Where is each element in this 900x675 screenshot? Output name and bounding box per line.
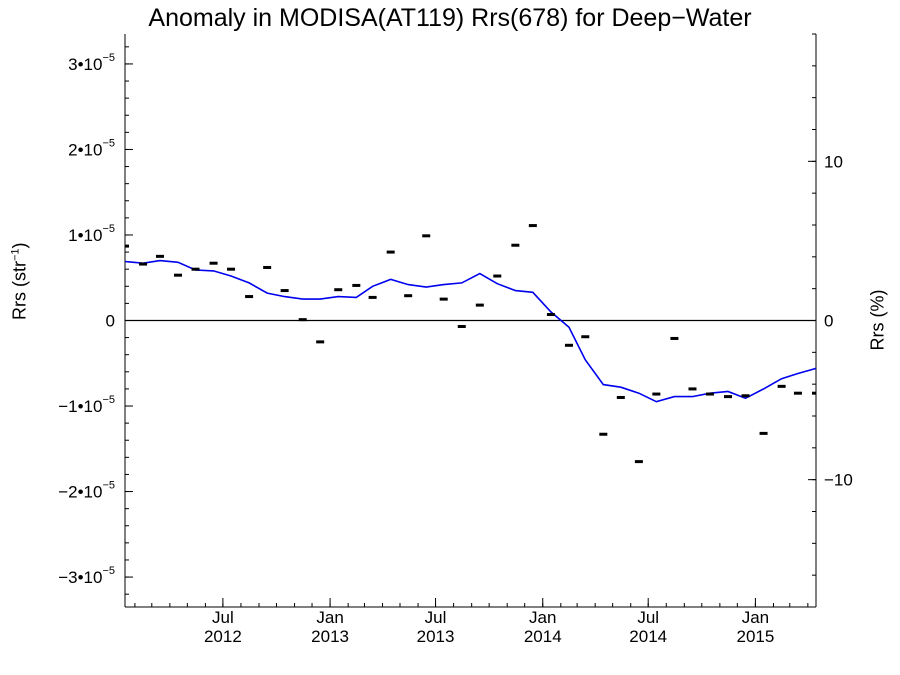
x-tick-year-label: 2013 (311, 627, 349, 646)
data-point (155, 254, 164, 258)
x-tick-year-label: 2014 (629, 627, 667, 646)
x-tick-year-label: 2014 (524, 627, 562, 646)
x-tick-month-label: Jul (425, 608, 447, 627)
y-axis-label-left: Rrs (str−1) (10, 242, 31, 320)
data-point (404, 294, 413, 298)
tick-labels: 3•10−5 2•10−5 1•10−5 0 −1•10−5 −2•10−5 −3•10−5… (58, 52, 853, 646)
data-point (777, 384, 786, 388)
data-point (475, 303, 484, 307)
data-point (191, 267, 200, 271)
data-point (334, 288, 343, 292)
series-line-layer (125, 259, 816, 403)
data-point (616, 395, 625, 399)
data-point (352, 283, 361, 287)
data-point (705, 392, 714, 396)
y-tick-label: −2•10−5 (58, 480, 115, 502)
data-point (298, 318, 307, 322)
y-tick-label: 1•10−5 (68, 223, 115, 245)
data-point (493, 274, 502, 278)
data-point (227, 267, 236, 271)
data-point (263, 265, 272, 269)
data-point (812, 391, 816, 395)
x-tick-year-label: 2013 (417, 627, 455, 646)
data-point (368, 295, 377, 299)
data-point (652, 392, 661, 396)
x-tick-year-label: 2012 (204, 627, 242, 646)
data-point (125, 244, 129, 248)
x-tick-month-label: Jul (637, 608, 659, 627)
data-point (139, 262, 148, 266)
y-tick-label: 0 (106, 312, 115, 331)
y-right-tick-label: −10 (824, 471, 853, 490)
data-point (670, 336, 679, 340)
y-tick-label: −1•10−5 (58, 394, 115, 416)
data-point (546, 313, 555, 317)
data-point (528, 224, 537, 228)
data-point (209, 261, 218, 265)
x-tick-month-label: Jul (212, 608, 234, 627)
data-point (511, 243, 520, 247)
data-point (634, 460, 643, 464)
y-tick-label: −3•10−5 (58, 565, 115, 587)
data-point (581, 335, 590, 339)
data-point (386, 250, 395, 254)
data-point (564, 343, 573, 347)
y-tick-label: 2•10−5 (68, 137, 115, 159)
data-point (245, 295, 254, 299)
data-point (759, 431, 768, 435)
data-point (741, 394, 750, 398)
axes (124, 33, 817, 608)
x-tick-month-label: Jan (316, 608, 343, 627)
data-point (422, 234, 431, 238)
y-right-tick-label: 0 (824, 312, 833, 331)
y-axis-label-right: Rrs (%) (867, 289, 888, 351)
x-tick-month-label: Jan (529, 608, 556, 627)
x-tick-month-label: Jan (742, 608, 769, 627)
data-point (316, 340, 325, 344)
y-tick-label: 3•10−5 (68, 52, 115, 74)
data-point (439, 297, 448, 301)
data-point (724, 395, 733, 399)
data-point (457, 324, 466, 328)
data-point (280, 289, 289, 293)
y-axis-label-left-text: Rrs (str−1) (9, 242, 30, 320)
data-point (793, 391, 802, 395)
chart-title: Anomaly in MODISA(AT119) Rrs(678) for De… (148, 4, 752, 32)
data-point (599, 432, 608, 436)
series-points-layer (125, 224, 816, 464)
y-right-tick-label: 10 (824, 152, 843, 171)
data-point (688, 387, 697, 391)
data-point (174, 273, 183, 277)
x-tick-year-label: 2015 (736, 627, 774, 646)
climatology-line (125, 259, 816, 403)
